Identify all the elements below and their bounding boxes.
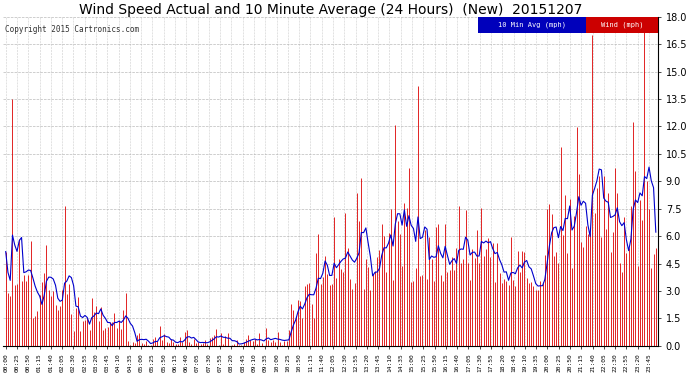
Bar: [478, 17, 586, 33]
Text: Wind (mph): Wind (mph): [601, 21, 643, 28]
Text: 10 Min Avg (mph): 10 Min Avg (mph): [497, 21, 566, 28]
Bar: [586, 17, 658, 33]
Title: Wind Speed Actual and 10 Minute Average (24 Hours)  (New)  20151207: Wind Speed Actual and 10 Minute Average …: [79, 3, 582, 17]
Text: Copyright 2015 Cartronics.com: Copyright 2015 Cartronics.com: [5, 25, 139, 34]
